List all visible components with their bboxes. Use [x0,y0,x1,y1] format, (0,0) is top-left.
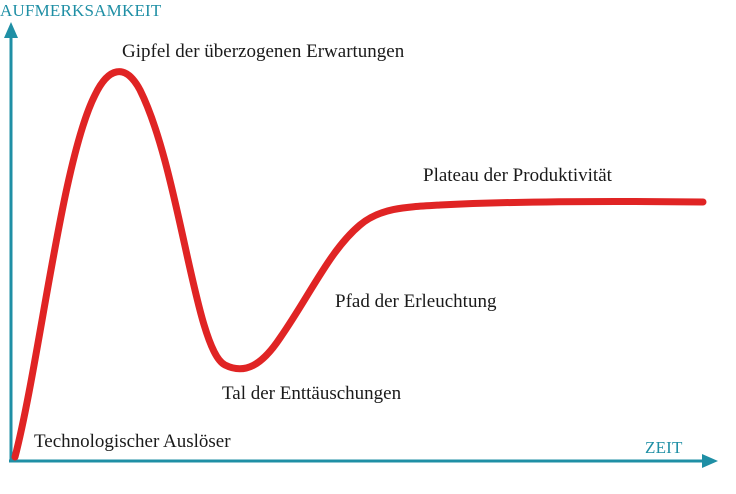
y-axis-arrowhead [4,22,18,38]
phase-label-plateau: Plateau der Produktivität [423,165,613,186]
phase-label-slope: Pfad der Erleuchtung [335,291,497,312]
x-axis-label: ZEIT [645,438,683,457]
phase-label-trough: Tal der Enttäuschungen [222,383,402,404]
phase-label-trigger: Technologischer Auslöser [34,431,231,452]
phase-label-peak: Gipfel der überzogenen Erwartungen [122,41,405,62]
y-axis-label: AUFMERKSAMKEIT [0,1,162,20]
hype-curve [11,68,707,461]
x-axis-arrowhead [702,454,718,468]
